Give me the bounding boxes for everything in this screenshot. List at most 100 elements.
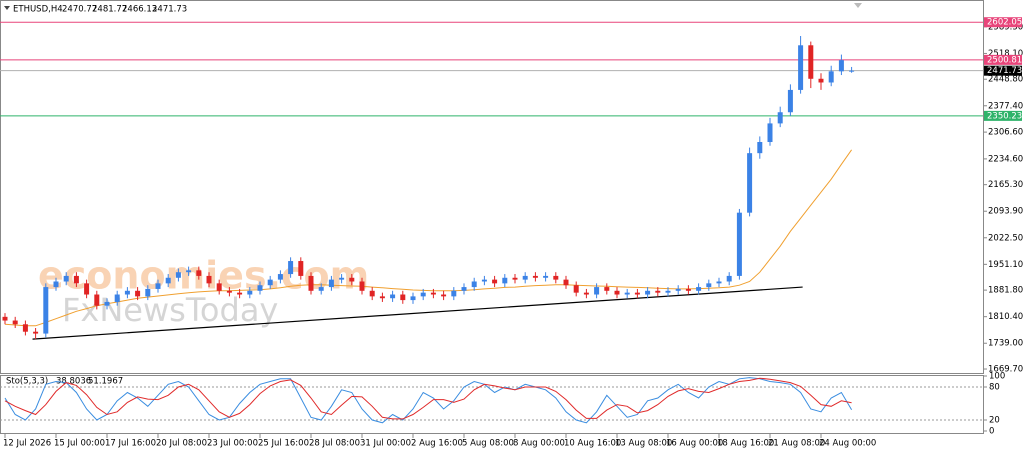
y-tick-label: 2234.60 — [988, 154, 1023, 164]
candle-body — [328, 279, 334, 288]
candle-body — [604, 287, 610, 291]
candle-body — [553, 275, 559, 280]
candle-body — [512, 277, 518, 280]
candle-body — [400, 294, 406, 301]
price-label-box — [984, 65, 1022, 76]
candle-body — [267, 279, 273, 286]
candle-body — [818, 78, 824, 83]
watermark: economies.com — [38, 254, 369, 298]
candle-body — [288, 261, 294, 275]
level-label: 2602.05 — [987, 18, 1022, 28]
candle-body — [226, 290, 232, 293]
candle-body — [532, 275, 538, 278]
moving-average — [4, 149, 853, 327]
candle-body — [33, 331, 39, 334]
x-tick-label: 31 Jul 00:00 — [360, 439, 411, 449]
candle-body — [624, 292, 630, 295]
y-tick-label: 2022.50 — [988, 233, 1023, 243]
x-tick-label: 18 Aug 16:00 — [717, 439, 774, 449]
candle-body — [175, 272, 181, 278]
candle-body — [94, 294, 100, 306]
candle-body — [685, 288, 691, 291]
y-tick-label: 2518.10 — [988, 49, 1023, 59]
candle-body — [12, 320, 18, 325]
level-label-box — [984, 54, 1022, 65]
y-tick-label: 1951.10 — [988, 260, 1023, 270]
oscillator-line — [4, 377, 853, 424]
x-tick-label: 15 Jul 00:00 — [54, 439, 105, 449]
ohlc-open: 2470.77 — [62, 5, 97, 15]
candle-body — [522, 275, 528, 280]
candle-body — [838, 60, 844, 72]
candle-body — [22, 324, 28, 332]
candle-body — [594, 287, 600, 295]
y-tick-label: 80 — [989, 383, 1000, 393]
candle-body — [277, 274, 283, 280]
indicator-signal: 51.1967 — [88, 377, 123, 387]
candle-body — [502, 277, 508, 284]
candle-body — [420, 292, 426, 297]
candle-body — [298, 261, 304, 276]
y-tick-label: 2306.60 — [988, 128, 1023, 138]
candle-body — [849, 70, 855, 72]
candle-body — [798, 45, 804, 90]
candle-body — [318, 287, 324, 291]
candle-body — [114, 294, 120, 302]
candle-body — [165, 277, 171, 284]
level-label: 2350.23 — [987, 111, 1022, 121]
y-tick-label: 2377.40 — [988, 101, 1023, 111]
candle-body — [481, 279, 487, 282]
x-tick-label: 2 Aug 16:00 — [411, 439, 463, 449]
x-tick-label: 10 Aug 16:00 — [564, 439, 621, 449]
y-tick-label: 100 — [989, 372, 1005, 382]
candle-body — [379, 296, 385, 299]
y-tick-label: 2448.80 — [988, 75, 1023, 85]
main-panel — [0, 0, 984, 374]
candle-body — [634, 292, 640, 295]
oscillator-line — [4, 377, 852, 420]
candle-body — [828, 71, 834, 83]
candle-body — [43, 287, 49, 334]
symbol-icon — [4, 6, 10, 10]
candle-body — [349, 277, 355, 282]
candle-body — [726, 275, 732, 282]
candle-body — [441, 294, 447, 297]
candle-body — [696, 287, 702, 291]
candle-body — [461, 287, 467, 291]
candle-body — [757, 142, 763, 154]
y-tick-label: 2093.90 — [988, 207, 1023, 217]
candle-body — [706, 283, 712, 288]
y-tick-label: 20 — [989, 416, 1000, 426]
y-tick-label: 2165.30 — [988, 180, 1023, 190]
y-tick-label: 0 — [989, 427, 994, 437]
candle-body — [206, 275, 212, 284]
y-tick-label: 2589.50 — [988, 22, 1023, 32]
candle-body — [84, 283, 90, 295]
candle-body — [430, 292, 436, 295]
ohlc-low: 2466.13 — [122, 5, 157, 15]
candle-body — [787, 89, 793, 113]
candle-body — [563, 279, 569, 286]
ohlc-high: 2481.77 — [92, 5, 127, 15]
oscillator-panel — [0, 375, 984, 434]
y-tick-label: 1669.70 — [988, 365, 1023, 375]
candle-body — [104, 301, 110, 306]
candle-body — [155, 283, 161, 289]
candle-body — [410, 296, 416, 301]
level-label-box — [984, 17, 1022, 28]
candle-body — [63, 275, 69, 282]
y-tick-label: 1739.00 — [988, 339, 1023, 349]
candle-body — [808, 45, 814, 79]
candle-body — [543, 275, 549, 278]
x-tick-label: 20 Jul 08:00 — [156, 439, 207, 449]
candle-body — [747, 153, 753, 213]
ohlc-close: 2471.73 — [152, 5, 187, 15]
candle-body — [614, 290, 620, 295]
candle-body — [73, 275, 79, 284]
candle-body — [675, 288, 681, 291]
candle-body — [736, 212, 742, 276]
candle-body — [716, 281, 722, 284]
x-tick-label: 17 Jul 16:00 — [105, 439, 156, 449]
x-tick-label: 16 Aug 00:00 — [666, 439, 723, 449]
candle-body — [247, 290, 253, 295]
